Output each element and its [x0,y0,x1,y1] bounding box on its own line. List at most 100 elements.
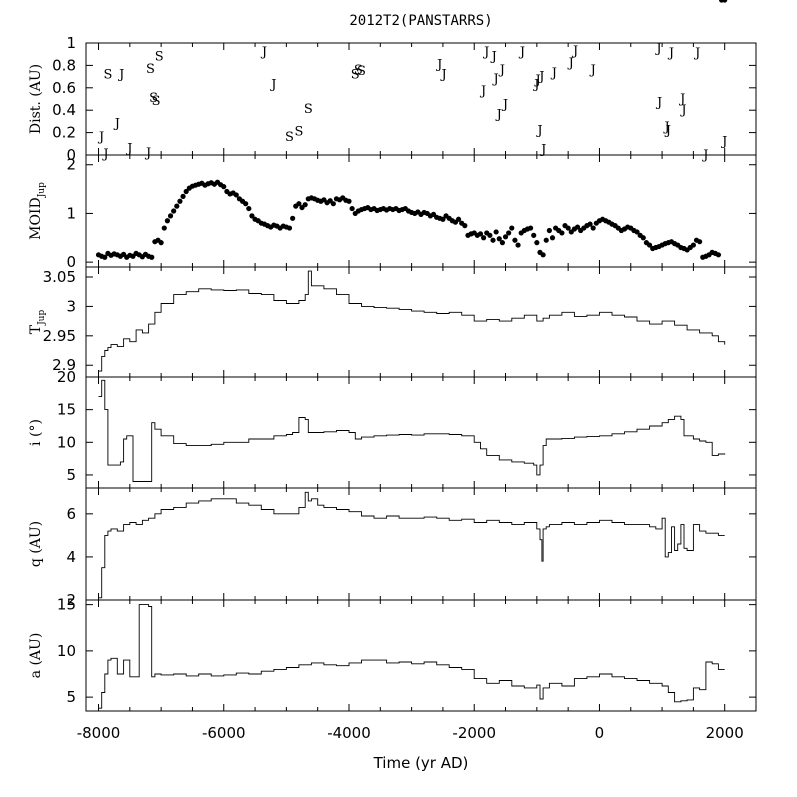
encounter-marker: J [495,108,502,123]
panel-q: 2 4 6 q (AU) [28,487,757,609]
data-point [243,201,249,207]
encounter-marker: J [535,123,542,138]
data-point [493,229,499,235]
data-point [587,221,593,227]
series-line [98,604,725,709]
encounter-marker: J [537,70,544,85]
y-tick-label: 5 [66,688,76,706]
encounter-marker: J [260,45,267,60]
data-point [499,240,506,246]
data-point [462,223,468,229]
y-tick-label: 2 [66,156,76,174]
y-tick-label: 3 [66,297,76,315]
data-point [487,232,493,238]
y-tick-label: 15 [57,596,76,614]
panel-frame [85,599,757,712]
x-tick-label: 0 [595,724,605,742]
encounter-marker: S [146,62,155,77]
y-tick-label: 0 [66,253,76,271]
encounter-marker: J [667,46,674,61]
x-axis: -8000 -6000 -4000 -2000 0 2000 [77,724,744,742]
series-line [98,379,726,482]
y-tick-label: 2.9 [52,356,76,374]
data-point [171,208,177,214]
data-point [161,225,167,231]
encounter-marker: S [285,130,294,145]
y-tick-label: 6 [66,505,76,523]
y-tick-label: 5 [66,466,76,484]
y-axis-label: a (AU) [28,633,44,679]
y-tick-label: 10 [57,433,76,451]
data-point [527,225,534,231]
encounter-marker: J [533,73,540,88]
data-point [233,192,239,198]
encounter-marker: J [720,135,727,150]
encounter-marker: J [125,141,132,156]
data-point [177,198,183,204]
x-tick-label: 2000 [706,724,744,742]
data-point [531,232,537,238]
data-point [515,242,521,248]
data-point [509,225,515,231]
data-point [149,254,155,260]
encounter-marker: J [501,98,508,113]
encounter-marker: J [589,63,596,78]
y-tick-label: 1 [66,34,76,52]
y-axis-label: i (°) [28,419,44,446]
y-tick-label: 2 [66,591,76,609]
encounter-marker: J [654,42,661,57]
data-point [722,0,728,3]
data-point [174,203,180,209]
panel-tjup: 2.9 2.95 3 3.05 TJup [28,266,757,378]
data-point [302,202,308,208]
encounter-marker: J [269,77,276,92]
data-point [296,201,302,207]
data-point [646,242,653,248]
encounter-marker: J [664,123,671,138]
data-point [102,254,108,260]
y-tick-label: 15 [57,401,76,419]
y-tick-label: 3.05 [43,268,76,286]
data-point [183,188,189,195]
panel-incl: 5 10 15 20 i (°) [28,368,757,489]
y-tick-label: 0.6 [52,79,76,97]
y-tick-label: 1 [66,204,76,222]
encounter-marker: S [149,91,158,106]
data-point [512,237,518,243]
data-point [565,225,571,231]
y-tick-label: 20 [57,368,76,386]
encounter-marker: J [532,77,539,92]
data-point [249,213,255,219]
encounter-marker: J [550,66,557,81]
encounter-marker: J [693,46,700,61]
data-point [502,234,509,240]
encounter-marker: J [567,56,574,71]
panel-frame [85,376,757,489]
encounter-marker: J [117,67,124,82]
encounter-marker: S [152,94,161,109]
data-point [543,237,549,243]
data-point [164,218,171,224]
encounter-marker: J [101,147,108,162]
data-point [546,227,552,234]
y-tick-label: 10 [57,642,76,660]
x-tick-label: -8000 [77,724,121,742]
encounter-marker: J [113,117,120,132]
encounter-marker: J [482,45,489,60]
x-tick-label: -6000 [202,724,246,742]
series-line [98,270,726,372]
data-point [180,193,186,199]
y-tick-label: 0.2 [52,124,76,142]
encounter-marker: J [490,49,497,64]
data-point [697,239,703,245]
encounter-marker: S [351,67,360,82]
encounter-marker: J [518,45,525,60]
data-point [346,198,352,204]
data-point [349,205,355,212]
encounter-marker: J [479,84,486,99]
x-tick-label: -2000 [452,724,496,742]
encounter-marker: J [655,95,662,110]
